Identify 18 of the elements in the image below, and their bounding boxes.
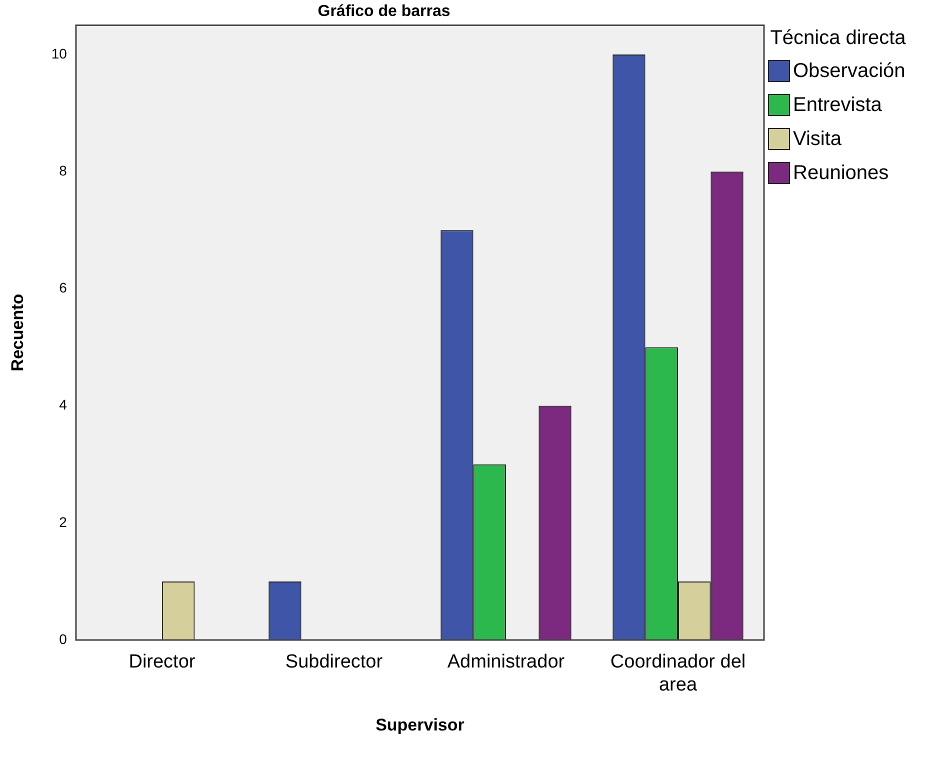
x-axis-title: Supervisor [376, 715, 465, 734]
y-axis-title: Recuento [8, 294, 27, 372]
chart-title: Gráfico de barras [318, 3, 450, 20]
y-tick-label: 10 [51, 45, 68, 62]
x-tick-label: Subdirector [285, 652, 384, 673]
y-tick-label: 6 [59, 280, 68, 296]
x-tick-label: Director [128, 652, 196, 673]
legend-label: Entrevista [793, 94, 882, 116]
x-tick-label: Administrador [447, 652, 566, 673]
y-tick-label: 8 [59, 162, 68, 178]
y-tick-label: 2 [59, 514, 68, 530]
y-tick-label: 4 [59, 396, 68, 413]
legend-label: Observación [793, 60, 906, 82]
y-tick-label: 0 [59, 630, 68, 647]
legend-label: Reuniones [793, 162, 889, 184]
legend-label: Visita [793, 128, 842, 150]
x-tick-label: Coordinador del area [610, 652, 746, 696]
legend-title: Técnica directa [769, 26, 907, 50]
